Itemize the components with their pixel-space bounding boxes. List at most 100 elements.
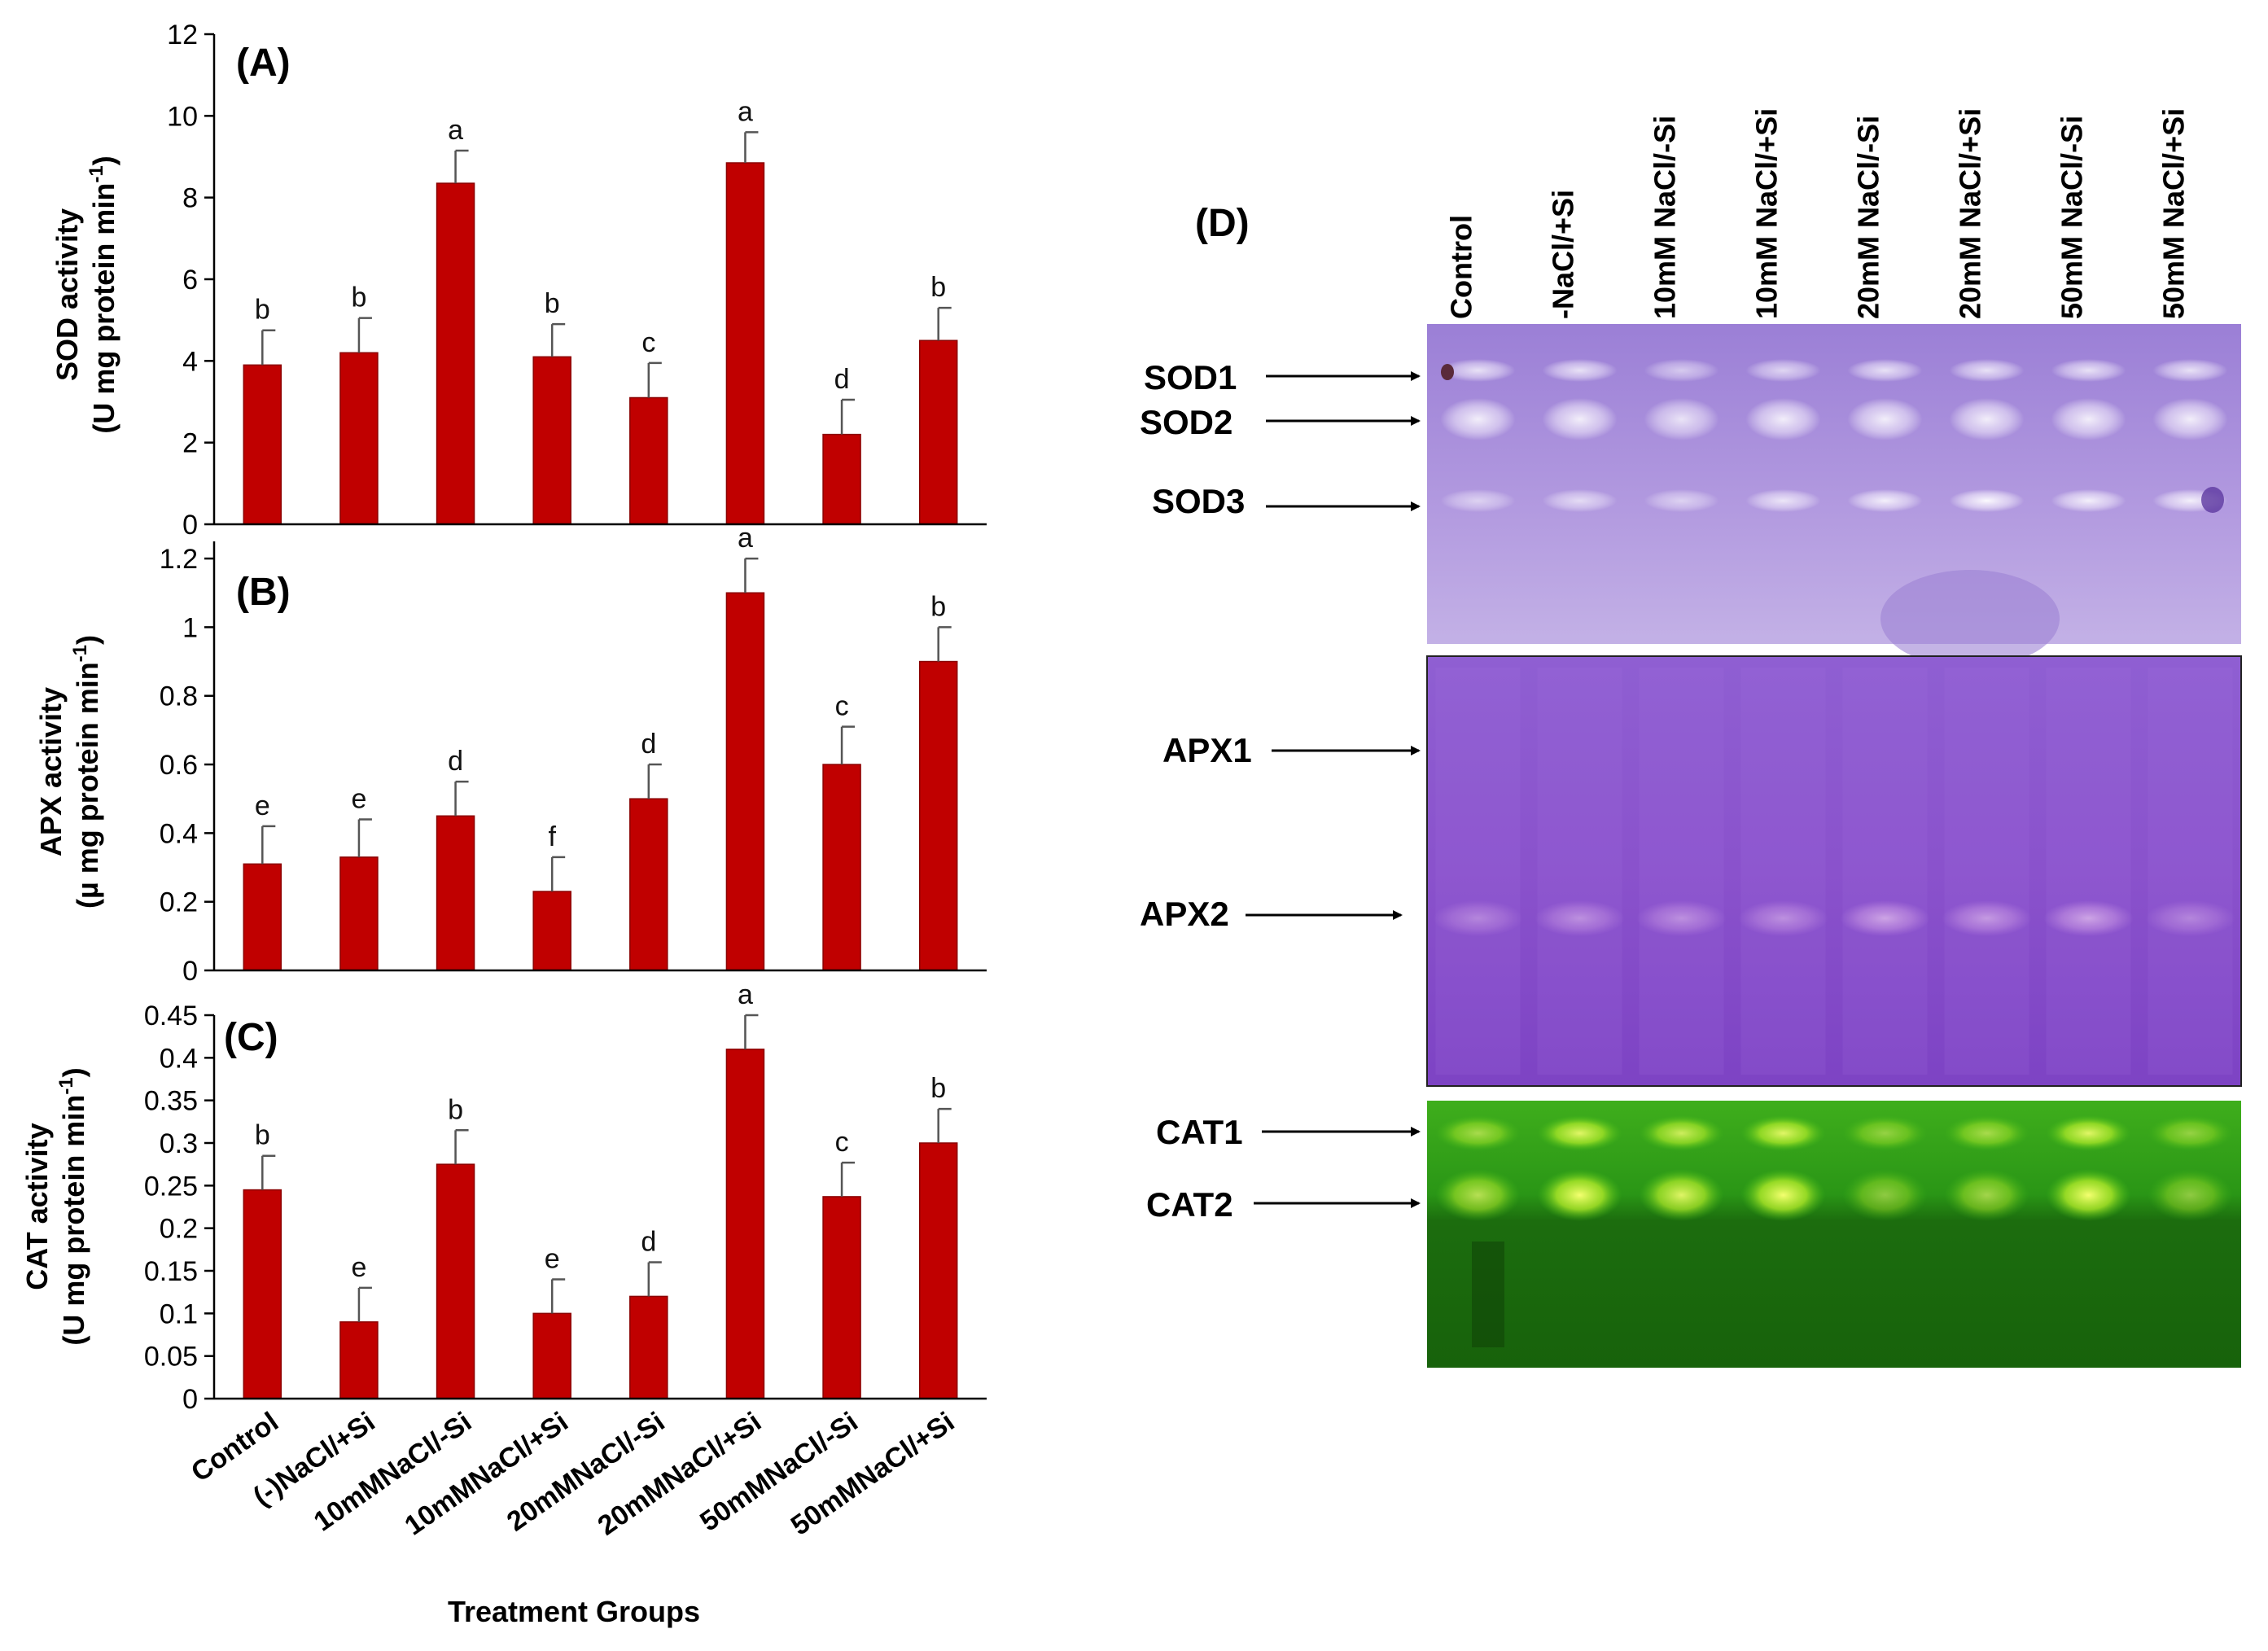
gel-band-label: CAT2: [1146, 1185, 1233, 1224]
significance-letter: e: [255, 790, 270, 821]
gel-lane-label: 20mM NaCl/+Si: [1954, 108, 1987, 319]
gel-smear: [1472, 1242, 1504, 1347]
bar-10mMNaCl/+Si: [532, 356, 571, 525]
panel-b-ylabel-line2: (µ mg protein min-1): [69, 635, 104, 909]
significance-letter: b: [255, 1120, 270, 1151]
cat-band: [1842, 1169, 1928, 1221]
y-tick-label: 0.1: [160, 1298, 198, 1329]
y-tick-label: 4: [182, 346, 198, 377]
bar-20mMNaCl/-Si: [629, 1295, 668, 1399]
bar-20mMNaCl/-Si: [629, 396, 668, 525]
significance-letter: c: [641, 327, 655, 358]
cat-band: [1639, 1115, 1724, 1151]
y-tick-label: 0.25: [144, 1171, 198, 1202]
gel-stain: [1881, 570, 2060, 668]
apx-band: [1738, 900, 1828, 936]
significance-letter: a: [738, 523, 753, 554]
y-tick-label: 2: [182, 428, 198, 459]
gel-lane-label: 10mM NaCl/+Si: [1750, 108, 1784, 319]
y-tick-label: 6: [182, 265, 198, 296]
sod-band: [1745, 489, 1821, 512]
y-tick-label: 1: [182, 612, 198, 643]
sod-band: [1440, 398, 1516, 440]
apx-band: [2145, 900, 2235, 936]
sod-band: [2152, 359, 2228, 382]
bar-10mMNaCl/-Si: [436, 182, 475, 525]
y-tick-label: 0.2: [160, 1214, 198, 1245]
apx-band: [2043, 900, 2134, 936]
category-label: 20mMNaCl/+Si: [593, 1406, 768, 1541]
y-tick-label: 10: [167, 101, 198, 132]
panel-label-b: (B): [236, 571, 291, 614]
sod-band: [1949, 398, 2025, 440]
cat-gel-bands: [1435, 1115, 2233, 1221]
y-tick-label: 0.35: [144, 1086, 198, 1117]
panel-label-d: (D): [1195, 202, 1250, 245]
sod-band: [1847, 398, 1923, 440]
bar-20mMNaCl/+Si: [725, 162, 765, 525]
significance-letter: d: [641, 1227, 656, 1258]
gel-lane-label: 20mM NaCl/-Si: [1852, 116, 1885, 319]
sod-band: [1949, 489, 2025, 512]
sod-band: [1745, 398, 1821, 440]
bar-10mMNaCl/+Si: [532, 1312, 571, 1399]
significance-letter: b: [448, 1094, 463, 1125]
panel-a-sod-chart: (A) SOD activity (U mg protein min-1) 0 2…: [50, 20, 987, 541]
cat-band: [1435, 1169, 1521, 1221]
apx-gel-bands: [1433, 668, 2235, 1075]
gel-spot: [1441, 364, 1454, 380]
bar-Control: [243, 863, 282, 971]
panel-c-ylabel: CAT activity (U mg protein min-1): [20, 1067, 90, 1345]
cat-band: [1537, 1169, 1622, 1221]
gel-lane-label: -NaCl/+Si: [1547, 190, 1580, 319]
apx-band: [1535, 900, 1625, 936]
panel-c-ylabel-line2: (U mg protein min-1): [55, 1067, 90, 1345]
y-tick-label: 0.05: [144, 1342, 198, 1373]
panel-label-c: (C): [224, 1016, 278, 1059]
gel-band-label: APX2: [1140, 895, 1229, 933]
bar-10mMNaCl/-Si: [436, 1163, 475, 1399]
panel-c-cat-chart: (C) CAT activity (U mg protein min-1) 0 0…: [20, 979, 987, 1415]
gel-band-label: SOD2: [1140, 403, 1233, 441]
apx-lane-smear: [1537, 668, 1622, 1075]
panel-a-ylabel: SOD activity (U mg protein min-1): [50, 155, 120, 433]
sod-gel-bands: [1440, 359, 2228, 512]
sod-band: [1644, 398, 1719, 440]
y-tick-label: 8: [182, 183, 198, 214]
cat-band: [2046, 1169, 2131, 1221]
sod-band: [1847, 359, 1923, 382]
gel-spot: [2201, 487, 2224, 513]
significance-letter: d: [448, 746, 463, 777]
significance-letter: d: [641, 729, 656, 760]
apx-band: [1840, 900, 1930, 936]
gel-lane-label: Control: [1445, 215, 1478, 319]
significance-letter: c: [835, 691, 849, 722]
bar-(-)NaCl/+Si: [339, 352, 379, 525]
sod-band: [2051, 489, 2126, 512]
significance-letter: e: [351, 783, 366, 814]
panel-a-ylabel-line2: (U mg protein min-1): [85, 155, 120, 433]
y-tick-label: 0.45: [144, 1001, 198, 1031]
significance-letter: a: [738, 979, 753, 1010]
gel-band-label: CAT1: [1156, 1113, 1243, 1151]
cat-band: [2148, 1169, 2233, 1221]
sod-band: [2152, 398, 2228, 440]
y-tick-label: 0: [182, 1384, 198, 1415]
bar-Control: [243, 1189, 282, 1399]
sod-band: [1542, 359, 1618, 382]
y-tick-label: 0.2: [160, 887, 198, 918]
gel-lane-label: 50mM NaCl/+Si: [2157, 108, 2191, 319]
apx-lane-smear: [2148, 668, 2233, 1075]
gel-lane-label: 50mM NaCl/-Si: [2056, 116, 2089, 319]
bar-10mMNaCl/+Si: [532, 891, 571, 971]
sod-band: [1949, 359, 2025, 382]
cat-band: [1740, 1169, 1826, 1221]
category-label: 50mMNaCl/+Si: [786, 1406, 961, 1541]
cat-band: [1944, 1115, 2029, 1151]
cat-band: [1537, 1115, 1622, 1151]
significance-letter: a: [738, 96, 753, 127]
significance-letter: d: [834, 364, 850, 395]
sod-band: [1440, 359, 1516, 382]
category-labels: Control(-)NaCl/+Si10mMNaCl/-Si10mMNaCl/+…: [186, 1406, 960, 1541]
bar-50mMNaCl/-Si: [822, 433, 861, 525]
